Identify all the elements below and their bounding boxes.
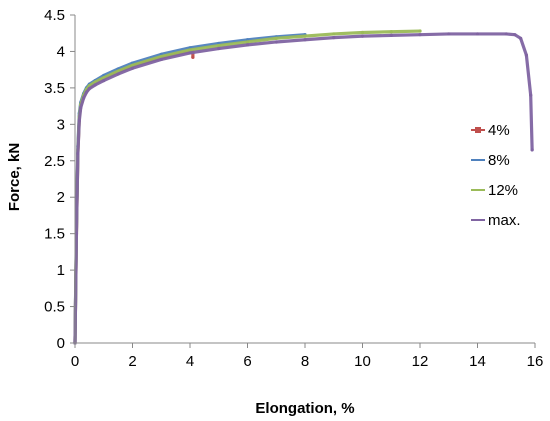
- data-point: [217, 46, 221, 51]
- data-point: [217, 44, 221, 48]
- y-tick-label: 4.5: [44, 7, 65, 24]
- y-axis-label: Force, kN: [6, 143, 23, 211]
- y-tick-label: 0: [57, 335, 65, 352]
- legend-label-3: max.: [488, 212, 521, 229]
- x-tick-label: 0: [71, 353, 79, 370]
- data-point: [76, 151, 80, 156]
- data-point: [447, 32, 451, 36]
- data-point: [245, 40, 250, 44]
- y-tick-label: 2.5: [44, 153, 65, 170]
- data-point: [475, 32, 480, 36]
- data-point: [130, 66, 135, 70]
- legend-label-0: 4%: [488, 122, 510, 139]
- data-point: [188, 48, 192, 52]
- series-line-3: [73, 32, 534, 345]
- x-tick-label: 12: [412, 353, 429, 370]
- data-point: [504, 32, 508, 36]
- data-point: [418, 29, 422, 33]
- data-point: [530, 148, 534, 152]
- y-tick-label: 1.5: [44, 226, 65, 243]
- data-point: [524, 53, 528, 57]
- data-point: [360, 34, 365, 38]
- data-point: [159, 54, 163, 59]
- data-point: [82, 96, 86, 100]
- data-point: [79, 105, 83, 110]
- x-tick-label: 8: [301, 353, 309, 370]
- series-line-0: [73, 49, 195, 345]
- data-point: [188, 51, 192, 55]
- x-tick-label: 4: [186, 353, 194, 370]
- data-point: [130, 63, 135, 67]
- data-point: [529, 93, 533, 97]
- y-tick-label: 4: [57, 43, 65, 60]
- y-tick-label: 2: [57, 189, 65, 206]
- data-point: [389, 30, 393, 34]
- data-point: [245, 43, 250, 47]
- data-point: [274, 36, 278, 40]
- data-point: [116, 72, 120, 76]
- x-tick-label: 16: [527, 353, 544, 370]
- x-tick-label: 2: [128, 353, 136, 370]
- series-line-1: [73, 33, 307, 345]
- data-point: [303, 34, 307, 38]
- x-tick-label: 14: [469, 353, 486, 370]
- data-point: [87, 87, 91, 91]
- data-point: [513, 33, 517, 37]
- y-tick-label: 0.5: [44, 299, 65, 316]
- data-point: [159, 57, 163, 62]
- data-point: [519, 36, 523, 40]
- data-point: [274, 40, 278, 44]
- data-point: [74, 232, 79, 236]
- x-tick-label: 10: [354, 353, 371, 370]
- data-point: [360, 30, 365, 35]
- data-point: [93, 83, 97, 87]
- y-tick-label: 1: [57, 262, 65, 279]
- data-point: [303, 38, 307, 42]
- data-point: [77, 119, 81, 123]
- series-line-2: [73, 29, 422, 345]
- data-point: [332, 32, 336, 36]
- data-point: [84, 90, 89, 94]
- data-point: [418, 33, 422, 37]
- data-point: [389, 33, 393, 38]
- x-tick-label: 6: [243, 353, 251, 370]
- data-point: [332, 35, 336, 40]
- legend-label-1: 8%: [488, 152, 510, 169]
- y-tick-label: 3: [57, 116, 65, 133]
- data-point: [191, 55, 195, 59]
- data-point: [116, 69, 120, 73]
- legend-marker-0: [475, 127, 481, 133]
- x-axis-label: Elongation, %: [255, 400, 354, 417]
- data-point: [102, 79, 106, 83]
- legend-label-2: 12%: [488, 182, 518, 199]
- y-tick-label: 3.5: [44, 80, 65, 97]
